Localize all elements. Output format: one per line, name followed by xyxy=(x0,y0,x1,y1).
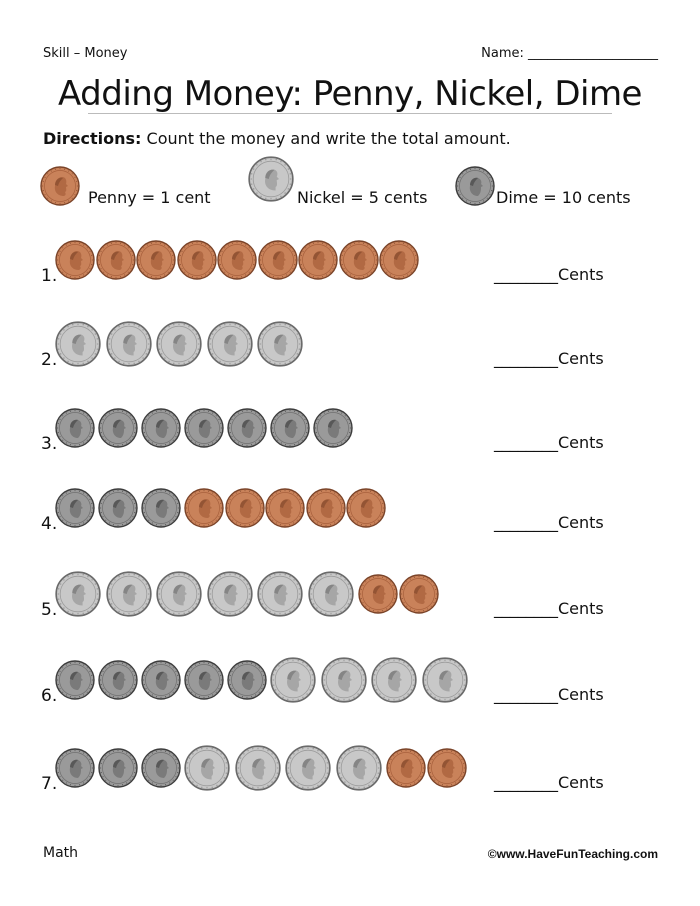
penny-coin-icon xyxy=(217,240,257,280)
skill-label: Skill – Money xyxy=(43,46,128,61)
penny-coin-icon xyxy=(298,240,338,280)
answer-blank[interactable]: ________Cents xyxy=(494,773,604,792)
penny-coin-icon xyxy=(136,240,176,280)
nickel-coin-icon xyxy=(55,321,101,367)
dime-coin-icon xyxy=(98,660,138,700)
problem-number: 5. xyxy=(41,600,58,620)
answer-blank[interactable]: ________Cents xyxy=(494,685,604,704)
nickel-coin-icon xyxy=(156,321,202,367)
dime-coin-icon xyxy=(98,488,138,528)
problem-number: 4. xyxy=(41,514,58,534)
dime-coin-icon xyxy=(141,748,181,788)
dime-coin-icon xyxy=(55,748,95,788)
nickel-coin-icon xyxy=(248,156,294,202)
directions-text: Count the money and write the total amou… xyxy=(141,129,511,148)
footer-copyright: ©www.HaveFunTeaching.com xyxy=(487,847,658,861)
penny-coin-icon xyxy=(265,488,305,528)
nickel-coin-icon xyxy=(184,745,230,791)
problem-number: 1. xyxy=(41,266,58,286)
nickel-coin-icon xyxy=(257,571,303,617)
nickel-coin-icon xyxy=(285,745,331,791)
penny-coin-icon xyxy=(386,748,426,788)
penny-coin-icon xyxy=(55,240,95,280)
penny-coin-icon xyxy=(184,488,224,528)
directions: Directions: Count the money and write th… xyxy=(43,129,511,148)
dime-coin-icon xyxy=(184,408,224,448)
problem-number: 2. xyxy=(41,350,58,370)
answer-blank[interactable]: ________Cents xyxy=(494,599,604,618)
dime-coin-icon xyxy=(184,660,224,700)
problem-number: 3. xyxy=(41,434,58,454)
nickel-coin-icon xyxy=(320,657,367,703)
name-field[interactable]: Name: ____________________ xyxy=(481,46,658,61)
penny-coin-icon xyxy=(224,488,265,528)
dime-coin-icon xyxy=(313,408,353,448)
problem-number: 7. xyxy=(41,774,58,794)
nickel-coin-icon xyxy=(105,571,152,617)
dime-coin-icon xyxy=(455,166,495,206)
nickel-coin-icon xyxy=(234,745,281,791)
penny-coin-icon xyxy=(358,574,398,614)
legend-nickel-label: Nickel = 5 cents xyxy=(297,188,428,207)
nickel-coin-icon xyxy=(335,745,382,791)
penny-coin-icon xyxy=(305,488,346,528)
penny-coin-icon xyxy=(426,748,467,788)
dime-coin-icon xyxy=(141,408,181,448)
dime-coin-icon xyxy=(55,660,95,700)
nickel-coin-icon xyxy=(307,571,354,617)
dime-coin-icon xyxy=(270,408,310,448)
dime-coin-icon xyxy=(141,488,181,528)
nickel-coin-icon xyxy=(206,321,253,367)
title-underline xyxy=(88,113,612,114)
penny-coin-icon xyxy=(338,240,379,280)
page-title: Adding Money: Penny, Nickel, Dime xyxy=(58,74,642,114)
dime-coin-icon xyxy=(55,408,95,448)
nickel-coin-icon xyxy=(270,657,316,703)
nickel-coin-icon xyxy=(55,571,101,617)
nickel-coin-icon xyxy=(206,571,253,617)
legend-penny-label: Penny = 1 cent xyxy=(88,188,211,207)
penny-coin-icon xyxy=(257,240,298,280)
legend-dime-label: Dime = 10 cents xyxy=(496,188,631,207)
directions-label: Directions: xyxy=(43,129,142,148)
answer-blank[interactable]: ________Cents xyxy=(494,265,604,284)
dime-coin-icon xyxy=(141,660,181,700)
nickel-coin-icon xyxy=(105,321,152,367)
dime-coin-icon xyxy=(227,408,267,448)
problem-number: 6. xyxy=(41,686,58,706)
dime-coin-icon xyxy=(227,660,267,700)
penny-coin-icon xyxy=(176,240,217,280)
penny-coin-icon xyxy=(346,488,386,528)
nickel-coin-icon xyxy=(156,571,202,617)
penny-coin-icon xyxy=(379,240,419,280)
footer-subject: Math xyxy=(43,845,79,861)
penny-coin-icon xyxy=(398,574,439,614)
nickel-coin-icon xyxy=(371,657,417,703)
nickel-coin-icon xyxy=(257,321,303,367)
dime-coin-icon xyxy=(55,488,95,528)
answer-blank[interactable]: ________Cents xyxy=(494,349,604,368)
dime-coin-icon xyxy=(98,748,138,788)
nickel-coin-icon xyxy=(421,657,468,703)
dime-coin-icon xyxy=(98,408,138,448)
answer-blank[interactable]: ________Cents xyxy=(494,513,604,532)
answer-blank[interactable]: ________Cents xyxy=(494,433,604,452)
penny-coin-icon xyxy=(40,166,80,206)
penny-coin-icon xyxy=(95,240,136,280)
